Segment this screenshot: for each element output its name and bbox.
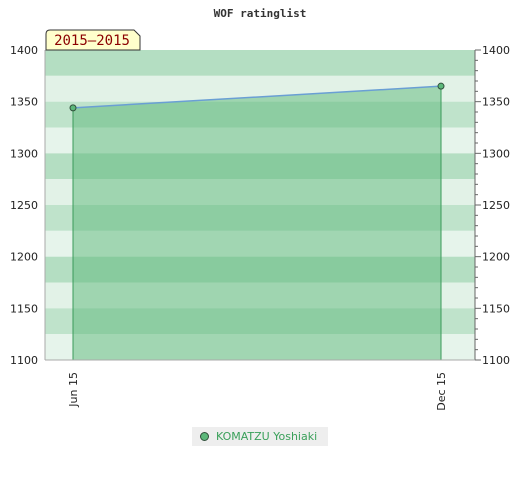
axes-layer [44, 49, 481, 361]
y-tick-label-left: 1250 [10, 199, 38, 212]
y-tick-label-right: 1350 [482, 96, 510, 109]
background-band [45, 50, 475, 76]
y-tick-label-left: 1300 [10, 147, 38, 160]
legend-label-series: KOMATZU Yoshiaki [216, 430, 318, 443]
series-line [72, 85, 442, 109]
y-tick-label-left: 1350 [10, 96, 38, 109]
y-tick-label-right: 1100 [482, 354, 510, 367]
legend: KOMATZU Yoshiaki [192, 427, 328, 446]
y-tick-label-left: 1100 [10, 354, 38, 367]
data-point-2 [437, 82, 445, 90]
y-tick-label-right: 1400 [482, 44, 510, 57]
y-tick-label-left: 1200 [10, 251, 38, 264]
x-tick-label: Dec 15 [435, 372, 448, 411]
badge-shape [45, 29, 141, 51]
y-tick-label-right: 1250 [482, 199, 510, 212]
badge-label: 2015–2015 [54, 33, 130, 49]
x-tick-label: Jun 15 [67, 372, 80, 408]
circle-marker-icon [200, 432, 209, 441]
tick-labels-layer: 1100 1100 1150 1150 1200 1200 1250 1250 1300 1300… [10, 44, 510, 411]
chart-title: WOF ratinglist [214, 7, 307, 20]
data-area-layer [69, 82, 445, 361]
y-tick-label-right: 1150 [482, 302, 510, 315]
y-tick-label-left: 1150 [10, 302, 38, 315]
y-tick-label-right: 1200 [482, 251, 510, 264]
series-area [73, 86, 441, 361]
data-point-1 [69, 104, 77, 112]
year-range-badge: 2015–2015 [45, 29, 141, 51]
y-tick-label-right: 1300 [482, 147, 510, 160]
y-tick-label-left: 1400 [10, 44, 38, 57]
